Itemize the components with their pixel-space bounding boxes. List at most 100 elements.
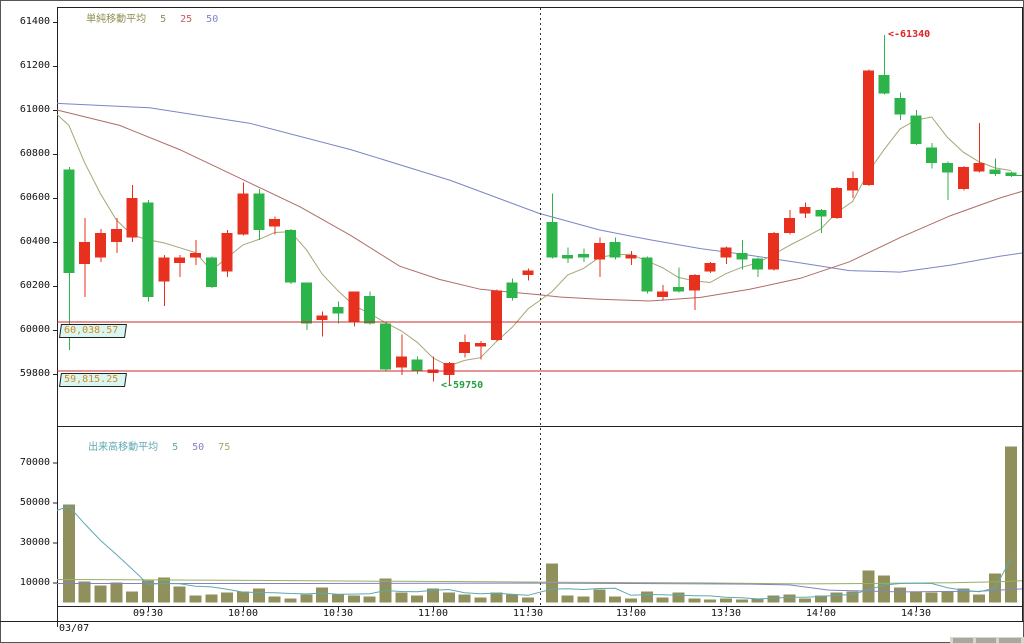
price-tick-label: 60200 [19,280,50,291]
volume-tick-label: 30000 [19,537,50,548]
volume-bar [1004,446,1017,603]
time-tick-label: 13:00 [615,608,647,619]
candle [237,193,249,235]
candle [957,167,969,190]
volume-bar [719,598,732,603]
candle [625,255,637,259]
candle [641,257,653,292]
time-tick-label: 14:30 [900,608,932,619]
candle [752,258,764,270]
candle [562,255,574,259]
price-tick-label: 60000 [19,324,50,335]
time-tick-label: 14:00 [805,608,837,619]
volume-bar [925,592,938,603]
price-level-tag-lower-label: 59,815.25 [64,374,119,385]
legend-item: 25 [180,14,193,25]
volume-bar [490,592,503,603]
volume-bar [799,598,812,603]
legend-item: 50 [192,442,205,453]
candle [190,253,201,258]
volume-bar [237,591,249,603]
volume-bar [609,596,622,603]
volume-bar [363,596,376,603]
volume-bar [522,597,534,603]
session-low-annotation: <-59750 [441,380,484,391]
volume-bar [767,595,780,603]
candle [926,147,938,163]
candle [300,282,312,324]
candle [95,233,107,258]
time-tick-label: 11:30 [512,608,544,619]
candle [767,233,779,270]
legend-item: 75 [218,442,231,453]
volume-bar [474,597,487,603]
volume-bar [656,597,669,603]
candle [395,356,407,368]
volume-bar [189,595,202,603]
candle [910,115,922,145]
candle [221,233,233,272]
candle [546,222,558,258]
volume-bar [957,588,970,603]
volume-bar [909,591,922,603]
scrollbar-thumb[interactable] [999,638,1021,643]
scrollbar-thumb[interactable] [953,638,973,643]
candle [348,291,360,323]
candle [942,162,953,173]
volume-bar [704,599,717,603]
candle [158,257,170,282]
price-tick-label: 61400 [19,16,50,27]
candle [443,363,455,376]
candle [783,217,795,234]
price-plot-area[interactable] [56,35,1023,385]
candle [142,202,154,297]
candle [269,218,281,227]
volume-bar [846,591,859,603]
candle [894,97,906,115]
volume-bar [395,592,408,603]
volume-plot-area[interactable] [56,446,1023,603]
candle [475,343,486,347]
session-high-annotation: <-61340 [888,29,931,40]
candle [364,295,376,324]
candle [110,228,122,242]
volume-bar [577,596,590,603]
candle [63,169,75,273]
volume-bar [862,570,875,603]
price-level-tag-upper[interactable]: 60,038.57 [59,324,128,338]
price-tick-label: 60800 [19,148,50,159]
candle [989,169,1001,174]
volume-bar [973,594,986,603]
volume-bar [205,594,218,603]
candle [490,290,502,340]
volume-ma50-line [57,582,1023,593]
price-tick-label: 61200 [19,60,50,71]
volume-ma75-line [56,579,1023,585]
candle [878,74,890,94]
candle [831,188,843,218]
scrollbar[interactable] [950,637,1024,643]
candle [522,270,534,275]
candle [506,282,518,299]
volume-bar [142,580,155,603]
candle [205,257,217,288]
legend-item: 50 [206,14,219,25]
time-tick-label: 11:00 [417,608,449,619]
price-level-tag-upper-label: 60,038.57 [64,325,119,336]
volume-bar [284,598,297,603]
candle [593,243,605,260]
volume-tick-label: 70000 [19,457,50,468]
candle [126,198,138,238]
scrollbar-thumb[interactable] [976,638,996,643]
price-level-tag-lower[interactable]: 59,815.25 [59,373,128,387]
volume-bar [878,575,891,603]
time-tick-label: 10:00 [227,608,259,619]
candle [316,315,328,321]
candle [411,359,423,371]
candle [285,229,296,283]
time-tick-label: 13:30 [710,608,742,619]
volume-bar [783,594,796,603]
volume-bar [458,594,471,603]
volume-bar [624,598,637,603]
